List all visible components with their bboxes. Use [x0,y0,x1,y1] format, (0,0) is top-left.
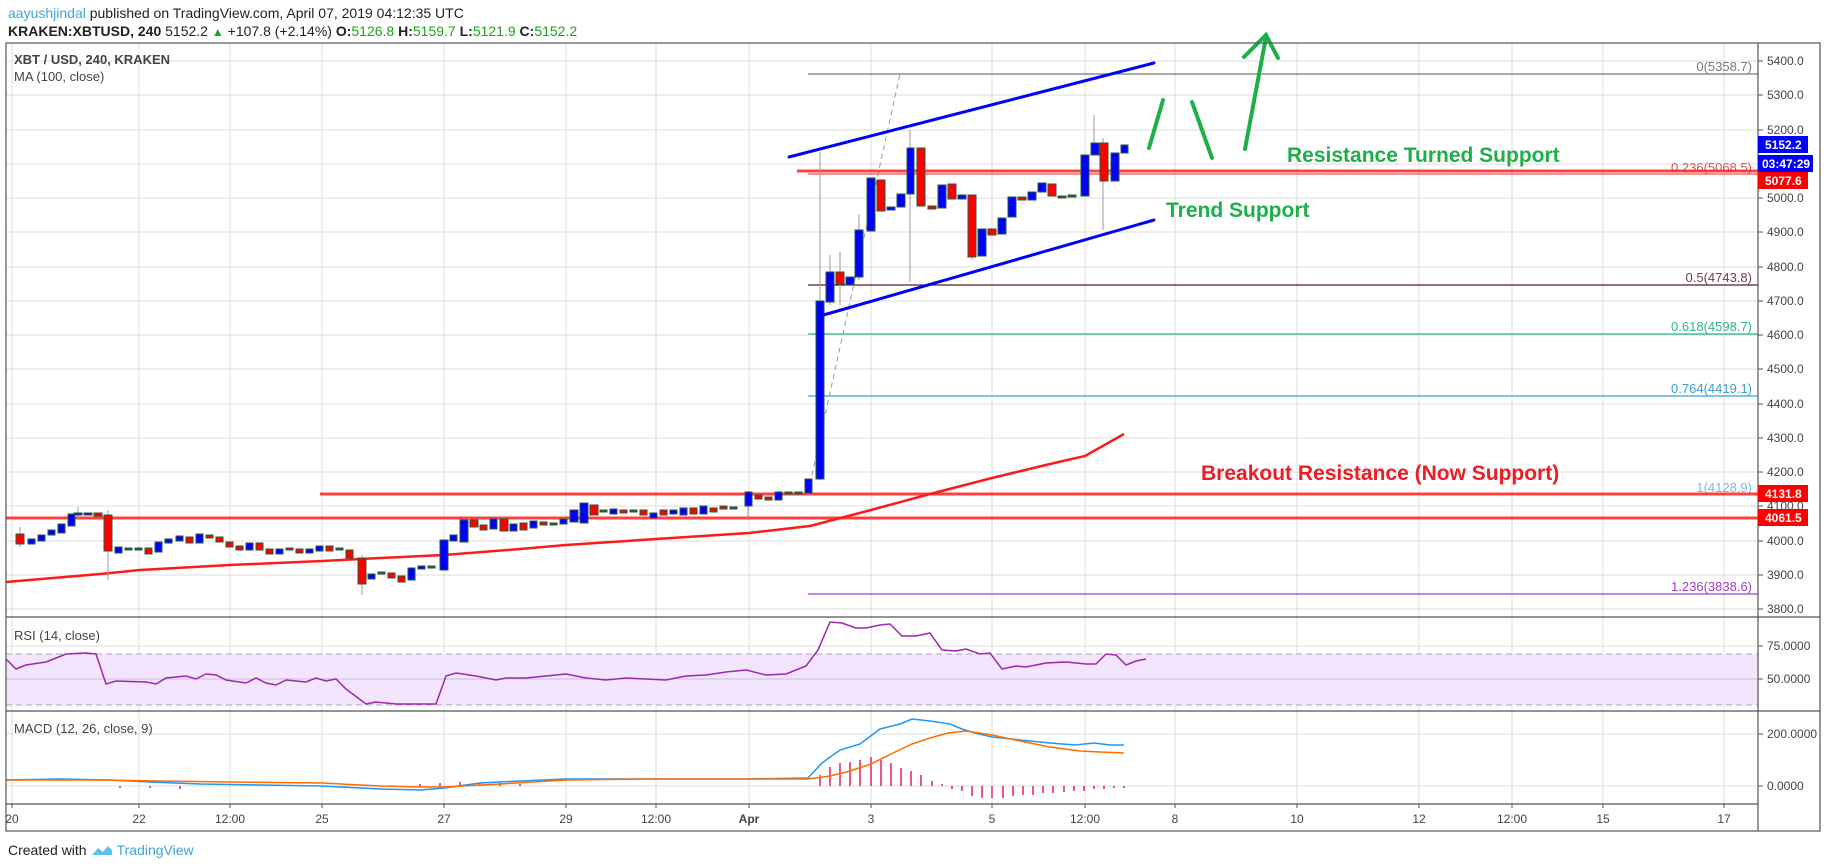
countdown-badge: 03:47:29 [1762,157,1810,171]
level-5077-badge: 5077.6 [1765,174,1802,188]
fib-label-0236: 0.236(5068.5) [1671,160,1752,175]
time-tick: 25 [315,812,329,826]
time-tick: 27 [437,812,451,826]
support-resistance-lines[interactable] [6,169,1758,520]
low-value: 5121.9 [472,23,516,39]
rsi-axis: 75.0000 50.0000 [1758,639,1811,712]
time-tick: 3 [868,812,875,826]
time-tick: 29 [559,812,573,826]
tradingview-brand-link[interactable]: TradingView [116,842,194,858]
fib-label-1236: 1.236(3838.6) [1671,579,1752,594]
time-tick: 12:00 [215,812,245,826]
last-price-badge: 5152.2 [1765,138,1802,152]
fib-label-0618: 0.618(4598.7) [1671,319,1752,334]
macd-tick: 200.0000 [1767,727,1817,741]
candlesticks [15,115,1129,595]
price-change: +107.8 (+2.14%) [227,23,332,39]
price-tick: 5000.0 [1767,191,1804,205]
annotation-trend-support: Trend Support [1166,199,1310,222]
up-triangle-icon: ▲ [211,25,224,39]
time-tick: 12:00 [1497,812,1527,826]
macd-legend: MACD (12, 26, close, 9) [14,721,153,736]
high-value: 5159.7 [412,23,456,39]
annotation-breakout-resistance: Breakout Resistance (Now Support) [1201,462,1559,485]
fibonacci-retracement[interactable] [807,73,1758,595]
fib-label-0764: 0.764(4419.1) [1671,381,1752,396]
ma-legend: MA (100, close) [14,69,104,84]
close-label: C: [519,23,535,39]
price-tick: 4400.0 [1767,397,1804,411]
price-tick: 5300.0 [1767,88,1804,102]
projection-arrows [1147,31,1280,160]
rsi-line [5,621,1147,705]
price-badges: 5152.2 03:47:29 5077.6 4131.8 4061.5 [1758,136,1813,526]
created-with-text: Created with [8,842,87,858]
time-tick: 20 [5,812,19,826]
symbol-ohlc-line: KRAKEN:XBTUSD, 240 5152.2 ▲ +107.8 (+2.1… [8,23,577,39]
macd-axis: 200.0000 0.0000 [1758,727,1817,793]
price-tick: 4300.0 [1767,431,1804,445]
level-4131-badge: 4131.8 [1765,487,1802,501]
moving-average-line [5,432,1125,584]
author-link[interactable]: aayushjindal [8,5,86,21]
high-label: H: [398,23,413,39]
footer: Created with TradingView [8,842,194,858]
time-tick: 22 [132,812,146,826]
rsi-legend: RSI (14, close) [14,628,100,643]
price-tick: 4700.0 [1767,294,1804,308]
level-4061-badge: 4061.5 [1765,511,1802,525]
trend-channel[interactable] [787,61,1156,318]
rsi-tick: 50.0000 [1767,672,1811,686]
time-tick: 12 [1412,812,1426,826]
fib-label-1: 1(4128.9) [1696,480,1752,495]
time-tick: 8 [1172,812,1179,826]
rsi-tick: 75.0000 [1767,639,1811,653]
time-tick: 17 [1717,812,1731,826]
published-text: published on TradingView.com, April 07, … [89,5,464,21]
price-tick: 4500.0 [1767,362,1804,376]
last-price: 5152.2 [165,23,208,39]
chart-title: XBT / USD, 240, KRAKEN [14,52,170,67]
open-value: 5126.8 [351,23,395,39]
time-tick-month: Apr [739,812,760,826]
price-tick: 3900.0 [1767,568,1804,582]
fib-label-05: 0.5(4743.8) [1686,270,1753,285]
time-tick: 15 [1596,812,1610,826]
price-tick: 5200.0 [1767,123,1804,137]
annotation-resistance-turned-support: Resistance Turned Support [1287,144,1560,167]
close-value: 5152.2 [534,23,578,39]
chart-frame [5,42,1821,832]
price-tick: 3800.0 [1767,602,1804,616]
macd-histogram [119,757,1125,798]
price-tick: 4600.0 [1767,328,1804,342]
time-axis[interactable]: 20 22 12:00 25 27 29 12:00 Apr 3 5 12:00… [5,804,1731,826]
fib-label-0: 0(5358.7) [1696,59,1752,74]
low-label: L: [459,23,473,39]
price-tick: 4000.0 [1767,534,1804,548]
time-tick: 5 [989,812,996,826]
time-tick: 10 [1290,812,1304,826]
price-tick: 5400.0 [1767,54,1804,68]
publisher-line: aayushjindal published on TradingView.co… [8,5,464,21]
grid-horizontal [6,60,1758,610]
tradingview-logo-icon [91,846,112,855]
time-tick: 12:00 [641,812,671,826]
symbol-interval: KRAKEN:XBTUSD, 240 [8,23,162,39]
time-tick: 12:00 [1070,812,1100,826]
signal-line [6,730,1125,788]
price-tick: 4200.0 [1767,465,1804,479]
macd-tick: 0.0000 [1767,779,1804,793]
open-label: O: [335,23,352,39]
price-tick: 4900.0 [1767,225,1804,239]
price-tick: 4800.0 [1767,260,1804,274]
